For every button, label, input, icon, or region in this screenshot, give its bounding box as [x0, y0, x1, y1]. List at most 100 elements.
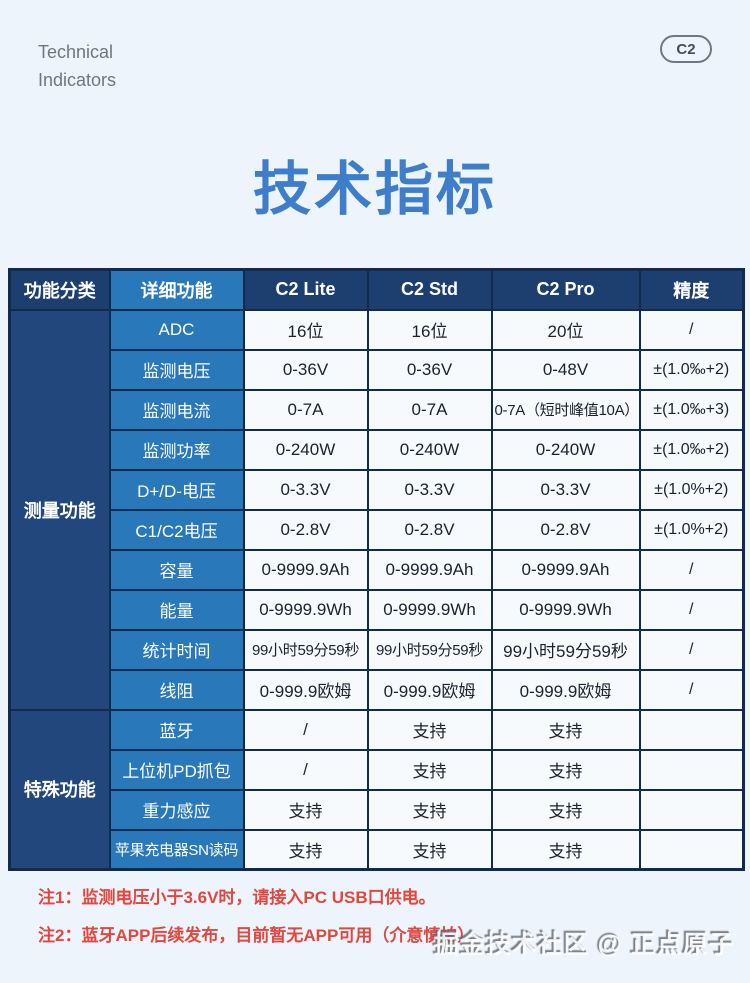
col-header-c2-std: C2 Std	[366, 268, 493, 311]
page-eyebrow: Technical Indicators	[38, 38, 116, 94]
value-cell-lite: 0-7A	[242, 388, 369, 431]
header-row: 功能分类 详细功能 C2 Lite C2 Std C2 Pro 精度	[8, 268, 745, 311]
accuracy-cell: ±(1.0%+2)	[638, 468, 745, 511]
value-cell-lite: 支持	[242, 788, 369, 831]
table-row: 测量功能 ADC 16位 16位 20位 /	[8, 308, 745, 711]
value-cell-pro: 支持	[490, 788, 641, 831]
value-cell-std: 0-36V	[366, 348, 493, 391]
value-cell-std: 16位	[366, 308, 493, 351]
page-title: 技术指标	[252, 157, 497, 222]
table-row: 容量 0-9999.9Ah 0-9999.9Ah 0-9999.9Ah /	[10, 548, 745, 591]
value-cell-pro: 99小时59分59秒	[490, 628, 641, 671]
value-cell-pro: 0-240W	[490, 428, 641, 471]
table-row: 能量 0-9999.9Wh 0-9999.9Wh 0-9999.9Wh /	[10, 588, 745, 631]
footnotes: 注1：监测电压小于3.6V时，请接入PC USB口供电。 注2：蓝牙APP后续发…	[38, 886, 474, 962]
footnote-2: 注2：蓝牙APP后续发布，目前暂无APP可用（介意慎拍）	[38, 926, 475, 945]
col-header-c2-pro: C2 Pro	[490, 268, 641, 311]
accuracy-cell: ±(1.0‰+3)	[638, 388, 745, 431]
feature-cell: 监测电流	[108, 388, 245, 431]
value-cell-std: 0-3.3V	[366, 468, 493, 511]
value-cell-std: 0-9999.9Wh	[366, 588, 493, 631]
col-header-accuracy: 精度	[638, 268, 745, 311]
value-cell-std: 99小时59分59秒	[366, 628, 493, 671]
feature-cell: 监测电压	[108, 348, 245, 391]
col-header-c2-lite: C2 Lite	[242, 268, 369, 311]
watermark: 掘金技术社区 @ 正点原子	[433, 931, 735, 959]
value-cell-std: 0-9999.9Ah	[366, 548, 493, 591]
table-row: 重力感应 支持 支持 支持	[10, 788, 745, 831]
value-cell-std: 支持	[366, 788, 493, 831]
value-cell-pro: 0-48V	[490, 348, 641, 391]
value-cell-lite: 16位	[242, 308, 369, 351]
value-cell-std: 0-999.9欧姆	[366, 668, 493, 711]
value-cell-pro: 0-999.9欧姆	[490, 668, 641, 711]
value-cell-pro: 0-2.8V	[490, 508, 641, 551]
feature-cell: 监测功率	[108, 428, 245, 471]
accuracy-cell: ±(1.0‰+2)	[638, 428, 745, 471]
value-cell-std: 支持	[366, 748, 493, 791]
group-cell-special: 特殊功能	[8, 708, 111, 871]
group-cell-measure: 测量功能	[8, 308, 111, 711]
value-cell-lite: 0-240W	[242, 428, 369, 471]
feature-cell: 蓝牙	[108, 708, 245, 751]
accuracy-cell: ±(1.0‰+2)	[638, 348, 745, 391]
value-cell-std: 支持	[366, 828, 493, 871]
value-cell-lite: /	[242, 748, 369, 791]
table-row: 监测电压 0-36V 0-36V 0-48V ±(1.0‰+2)	[10, 348, 745, 391]
feature-cell: 能量	[108, 588, 245, 631]
table-row: 线阻 0-999.9欧姆 0-999.9欧姆 0-999.9欧姆 /	[10, 668, 745, 711]
value-cell-pro: 0-7A（短时峰值10A）	[490, 388, 641, 431]
eyebrow-line1: Technical	[38, 42, 114, 62]
value-cell-lite: 0-3.3V	[242, 468, 369, 511]
value-cell-pro: 支持	[490, 748, 641, 791]
accuracy-cell	[638, 708, 745, 751]
value-cell-std: 0-240W	[366, 428, 493, 471]
value-cell-std: 支持	[366, 708, 493, 751]
col-header-feature: 详细功能	[108, 268, 245, 311]
feature-cell: ADC	[108, 308, 245, 351]
accuracy-cell: /	[638, 588, 745, 631]
value-cell-std: 0-7A	[366, 388, 493, 431]
value-cell-lite: 支持	[242, 828, 369, 871]
value-cell-std: 0-2.8V	[366, 508, 493, 551]
table-row: 上位机PD抓包 / 支持 支持	[10, 748, 745, 791]
value-cell-pro: 0-9999.9Ah	[490, 548, 641, 591]
feature-cell: 统计时间	[108, 628, 245, 671]
table-row: 特殊功能 蓝牙 / 支持 支持	[8, 708, 745, 871]
product-badge-label: C2	[676, 40, 696, 58]
table-row: 监测电流 0-7A 0-7A 0-7A（短时峰值10A） ±(1.0‰+3)	[10, 388, 745, 431]
value-cell-lite: 0-36V	[242, 348, 369, 391]
accuracy-cell: /	[638, 668, 745, 711]
accuracy-cell: /	[638, 548, 745, 591]
feature-cell: 上位机PD抓包	[108, 748, 245, 791]
value-cell-pro: 20位	[490, 308, 641, 351]
product-badge: C2	[660, 35, 712, 63]
accuracy-cell: ±(1.0%+2)	[638, 508, 745, 551]
feature-cell: 重力感应	[108, 788, 245, 831]
feature-cell: 苹果充电器SN读码	[108, 828, 245, 871]
value-cell-lite: 0-999.9欧姆	[242, 668, 369, 711]
eyebrow-line2: Indicators	[38, 70, 117, 90]
value-cell-lite: 0-9999.9Ah	[242, 548, 369, 591]
feature-cell: 容量	[108, 548, 245, 591]
value-cell-lite: /	[242, 708, 369, 751]
col-header-category: 功能分类	[8, 268, 111, 311]
value-cell-lite: 99小时59分59秒	[242, 628, 369, 671]
accuracy-cell	[638, 748, 745, 791]
table-row: 监测功率 0-240W 0-240W 0-240W ±(1.0‰+2)	[10, 428, 745, 471]
value-cell-lite: 0-9999.9Wh	[242, 588, 369, 631]
feature-cell: C1/C2电压	[108, 508, 245, 551]
table-row: C1/C2电压 0-2.8V 0-2.8V 0-2.8V ±(1.0%+2)	[10, 508, 745, 551]
value-cell-pro: 支持	[490, 708, 641, 751]
value-cell-pro: 0-9999.9Wh	[490, 588, 641, 631]
accuracy-cell	[638, 828, 745, 871]
footnote-1: 注1：监测电压小于3.6V时，请接入PC USB口供电。	[38, 888, 436, 907]
feature-cell: D+/D-电压	[108, 468, 245, 511]
table-row: 苹果充电器SN读码 支持 支持 支持	[10, 828, 745, 871]
feature-cell: 线阻	[108, 668, 245, 711]
value-cell-pro: 支持	[490, 828, 641, 871]
value-cell-lite: 0-2.8V	[242, 508, 369, 551]
spec-table: 功能分类 详细功能 C2 Lite C2 Std C2 Pro 精度 测量功能 …	[8, 268, 745, 871]
table-row: D+/D-电压 0-3.3V 0-3.3V 0-3.3V ±(1.0%+2)	[10, 468, 745, 511]
table-row: 统计时间 99小时59分59秒 99小时59分59秒 99小时59分59秒 /	[10, 628, 745, 671]
